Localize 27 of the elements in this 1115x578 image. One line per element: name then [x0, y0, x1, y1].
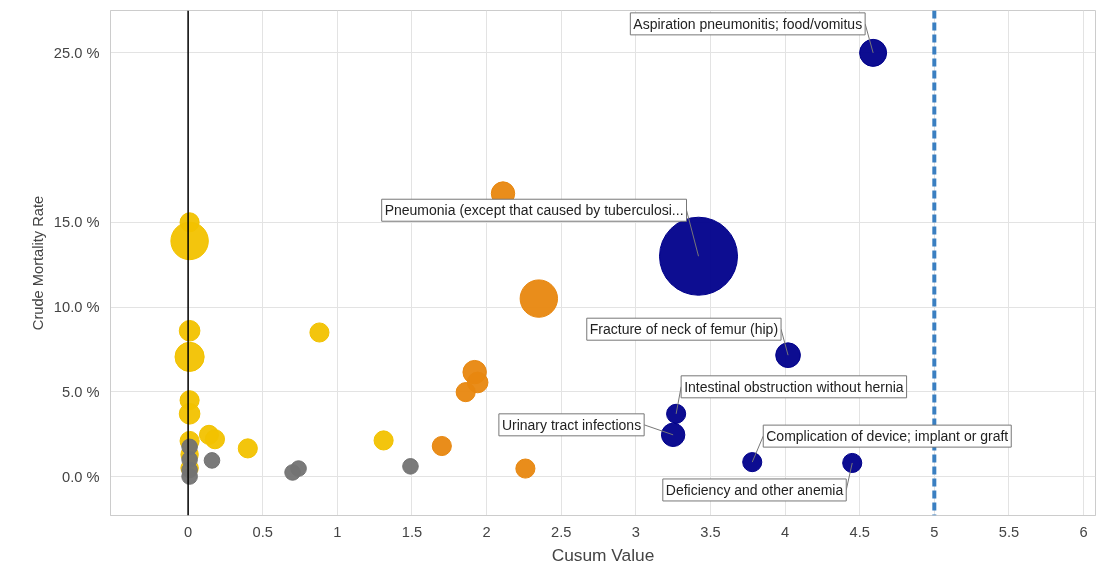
x-tick-label: 2.5 — [551, 523, 572, 540]
annotation: Deficiency and other anemia — [665, 481, 844, 498]
annotation: Urinary tract infections — [501, 416, 642, 433]
x-tick-label: 1.5 — [401, 523, 423, 540]
annotation: Complication of device; implant or graft — [766, 428, 1009, 445]
y-tick-label: 10.0 % — [53, 299, 100, 316]
y-tick-label: 5.0 % — [62, 383, 100, 400]
x-axis-title: Cusum Value — [551, 544, 655, 565]
x-tick-label: 0 — [184, 523, 193, 540]
y-tick-label: 15.0 % — [53, 214, 100, 231]
y-tick-label: 0.0 % — [62, 468, 100, 485]
annotation: Pneumonia (except that caused by tuberculosi... — [384, 202, 684, 219]
x-tick-label: 5 — [930, 523, 939, 540]
x-tick-label: 4.5 — [849, 523, 870, 540]
x-tick-label: 5.5 — [998, 523, 1020, 540]
annotation: Aspiration pneumonitis; food/vomitus — [633, 15, 863, 32]
y-tick-label: 25.0 % — [53, 44, 100, 61]
x-tick-label: 3 — [631, 523, 640, 540]
y-axis-title: Crude Mortality Rate — [29, 195, 46, 331]
annotation: Fracture of neck of femur (hip) — [589, 321, 779, 338]
x-tick-label: 4 — [781, 523, 790, 540]
x-tick-label: 0.5 — [252, 523, 273, 540]
x-tick-label: 2 — [482, 523, 491, 540]
x-tick-label: 6 — [1079, 523, 1088, 540]
annotation: Intestinal obstruction without hernia — [684, 378, 904, 395]
x-tick-label: 3.5 — [700, 523, 721, 540]
x-tick-label: 1 — [333, 523, 342, 540]
